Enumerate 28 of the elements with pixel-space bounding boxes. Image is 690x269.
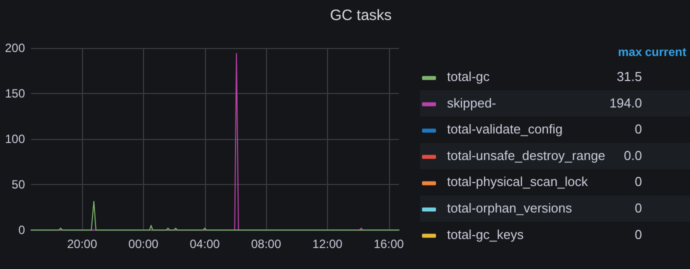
legend-label: total-physical_scan_lock bbox=[447, 174, 588, 190]
y-tick-label: 200 bbox=[4, 41, 26, 55]
legend-label: total-gc bbox=[447, 69, 490, 84]
legend-label: total-unsafe_destroy_range bbox=[447, 148, 606, 163]
text: max bbox=[618, 45, 642, 59]
legend-label: total-gc_keys bbox=[447, 226, 524, 242]
x-tick-label: 00:00 bbox=[128, 237, 159, 251]
x-tick-label: 04:00 bbox=[190, 237, 220, 251]
y-tick-label: 0 bbox=[18, 223, 26, 237]
text: current bbox=[645, 45, 686, 59]
x-tick-label: 12:00 bbox=[312, 237, 343, 251]
text: 31.5 bbox=[616, 69, 642, 84]
text: 0.0 bbox=[624, 148, 642, 163]
text: 0 bbox=[634, 174, 642, 190]
x-tick-label: 08:00 bbox=[251, 237, 282, 251]
legend-label: total-validate_config bbox=[447, 122, 563, 137]
legend-label: skipped- bbox=[447, 95, 496, 110]
text: 194.0 bbox=[609, 95, 642, 110]
legend-label: total-orphan_versions bbox=[447, 200, 573, 216]
text: 0 bbox=[634, 200, 642, 216]
text: 0 bbox=[634, 122, 642, 137]
chart-title: GC tasks bbox=[330, 7, 392, 24]
text: 0 bbox=[634, 226, 642, 242]
y-tick-label: 150 bbox=[4, 86, 26, 100]
x-tick-label: 20:00 bbox=[67, 237, 98, 251]
y-tick-label: 50 bbox=[12, 178, 26, 192]
x-tick-label: 16:00 bbox=[374, 237, 404, 251]
y-tick-label: 100 bbox=[4, 132, 26, 146]
